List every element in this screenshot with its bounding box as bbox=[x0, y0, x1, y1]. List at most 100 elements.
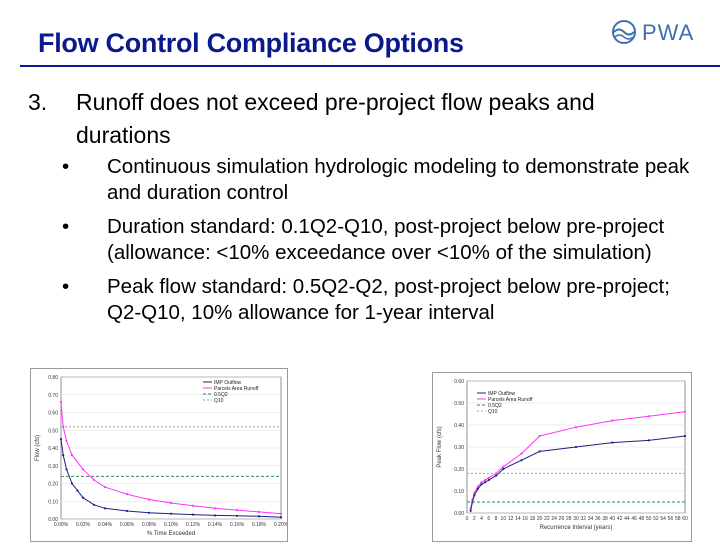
y-tick-label: 0.50 bbox=[454, 401, 464, 407]
data-point bbox=[647, 415, 650, 418]
x-tick-label: 54 bbox=[660, 516, 666, 522]
x-tick-label: 34 bbox=[588, 516, 594, 522]
duration-chart-svg: 0.00 0.10 0.20 0.30 0.40 0.50 0.60 0.70 0.80 0.00… bbox=[35, 375, 289, 537]
data-point bbox=[103, 485, 107, 489]
x-tick-label: 32 bbox=[580, 516, 586, 522]
data-point bbox=[502, 465, 505, 468]
x-tick-label: 56 bbox=[668, 516, 674, 522]
slide-title: Flow Control Compliance Options bbox=[38, 28, 464, 58]
x-tick-label: 16 bbox=[522, 516, 528, 522]
data-point bbox=[520, 459, 523, 462]
point-number: 3. bbox=[28, 89, 48, 115]
title-underline bbox=[20, 65, 720, 67]
data-point bbox=[125, 509, 129, 513]
x-tick-label: 8 bbox=[495, 516, 498, 522]
x-tick-label: 14 bbox=[515, 516, 521, 522]
data-point bbox=[480, 483, 483, 486]
data-point bbox=[235, 514, 239, 517]
x-tick-label: 26 bbox=[559, 516, 565, 522]
legend-label: 0.5Q2 bbox=[488, 403, 502, 409]
data-point bbox=[487, 476, 490, 479]
y-axis-label: Flow (cfs) bbox=[35, 435, 41, 461]
y-tick-label: 0.00 bbox=[48, 517, 58, 523]
bullet-list: • Continuous simulation hydrologic modeli… bbox=[62, 154, 702, 334]
y-tick-label: 0.60 bbox=[454, 379, 464, 385]
x-tick-label: 0.16% bbox=[230, 522, 245, 528]
data-point bbox=[191, 504, 195, 507]
y-tick-label: 0.60 bbox=[48, 411, 58, 417]
data-point bbox=[611, 441, 614, 444]
x-tick-label: 0.02% bbox=[76, 522, 91, 528]
y-tick-label: 0.40 bbox=[454, 423, 464, 429]
bullet-text: Continuous simulation hydrologic modelin… bbox=[107, 155, 690, 204]
data-point bbox=[70, 454, 74, 457]
x-tick-label: 12 bbox=[508, 516, 514, 522]
data-point bbox=[257, 510, 261, 513]
duration-chart: 0.00 0.10 0.20 0.30 0.40 0.50 0.60 0.70 0.80 0.00… bbox=[30, 368, 289, 542]
x-tick-label: 52 bbox=[653, 516, 659, 522]
y-tick-label: 0.70 bbox=[48, 393, 58, 399]
x-tick-label: 0 bbox=[466, 516, 469, 522]
x-tick-label: 24 bbox=[551, 516, 557, 522]
x-tick-label: 0.18% bbox=[252, 522, 267, 528]
bullet-symbol: • bbox=[62, 275, 70, 298]
data-point bbox=[103, 507, 107, 510]
x-tick-label: 48 bbox=[639, 516, 645, 522]
data-point bbox=[683, 434, 687, 438]
data-point bbox=[469, 509, 472, 512]
x-tick-label: 20 bbox=[537, 516, 543, 522]
data-point bbox=[125, 493, 129, 496]
bullet-item: • Continuous simulation hydrologic modeli… bbox=[62, 154, 702, 206]
data-point bbox=[213, 514, 217, 517]
data-point bbox=[473, 494, 476, 497]
x-tick-label: 0.08% bbox=[142, 522, 157, 528]
x-axis-label: Recurrence Interval (years) bbox=[540, 525, 613, 531]
data-point bbox=[147, 498, 151, 501]
y-tick-label: 0.20 bbox=[454, 467, 464, 473]
bullet-text: Duration standard: 0.1Q2-Q10, post-proje… bbox=[107, 215, 665, 264]
data-point bbox=[484, 481, 487, 484]
y-axis-label: Peak Flow (cfs) bbox=[437, 426, 443, 467]
x-tick-label: 0.00% bbox=[54, 522, 69, 528]
data-point bbox=[62, 454, 65, 457]
bullet-text: Peak flow standard: 0.5Q2-Q2, post-proje… bbox=[107, 275, 670, 324]
data-point bbox=[59, 438, 63, 441]
x-tick-label: 2 bbox=[473, 516, 476, 522]
series-line bbox=[60, 439, 282, 518]
data-point bbox=[502, 467, 505, 471]
x-tick-label: 40 bbox=[610, 516, 616, 522]
y-tick-label: 0.30 bbox=[454, 445, 464, 451]
x-tick-label: 0.10% bbox=[164, 522, 179, 528]
legend-label: Parcels Area Runoff bbox=[214, 386, 259, 392]
data-point bbox=[476, 487, 479, 490]
x-tick-label: 58 bbox=[675, 516, 681, 522]
x-tick-label: 0.20% bbox=[274, 522, 287, 528]
data-point bbox=[59, 400, 63, 403]
pwa-logo-icon bbox=[612, 20, 636, 44]
data-point bbox=[169, 512, 173, 515]
x-tick-label: 60 bbox=[682, 516, 688, 522]
x-tick-label: 0.14% bbox=[208, 522, 223, 528]
data-point bbox=[279, 512, 283, 515]
x-tick-label: 36 bbox=[595, 516, 601, 522]
data-point bbox=[476, 485, 479, 488]
y-tick-label: 0.10 bbox=[48, 499, 58, 505]
data-point bbox=[520, 452, 523, 455]
data-point bbox=[484, 478, 487, 482]
data-point bbox=[70, 482, 74, 485]
data-point bbox=[235, 509, 239, 512]
y-tick-label: 0.10 bbox=[454, 489, 464, 495]
data-point bbox=[538, 450, 541, 453]
data-point bbox=[81, 496, 85, 499]
legend-label: Q10 bbox=[488, 409, 498, 415]
data-point bbox=[169, 501, 173, 505]
x-tick-label: 0.12% bbox=[186, 522, 201, 528]
x-tick-label: 38 bbox=[602, 516, 608, 522]
data-point bbox=[538, 434, 541, 438]
x-axis-label: % Time Exceeded bbox=[147, 531, 195, 537]
y-tick-label: 0.20 bbox=[48, 482, 58, 488]
data-point bbox=[494, 474, 498, 477]
x-tick-label: 18 bbox=[530, 516, 536, 522]
x-tick-label: 42 bbox=[617, 516, 623, 522]
bullet-symbol: • bbox=[62, 155, 70, 178]
